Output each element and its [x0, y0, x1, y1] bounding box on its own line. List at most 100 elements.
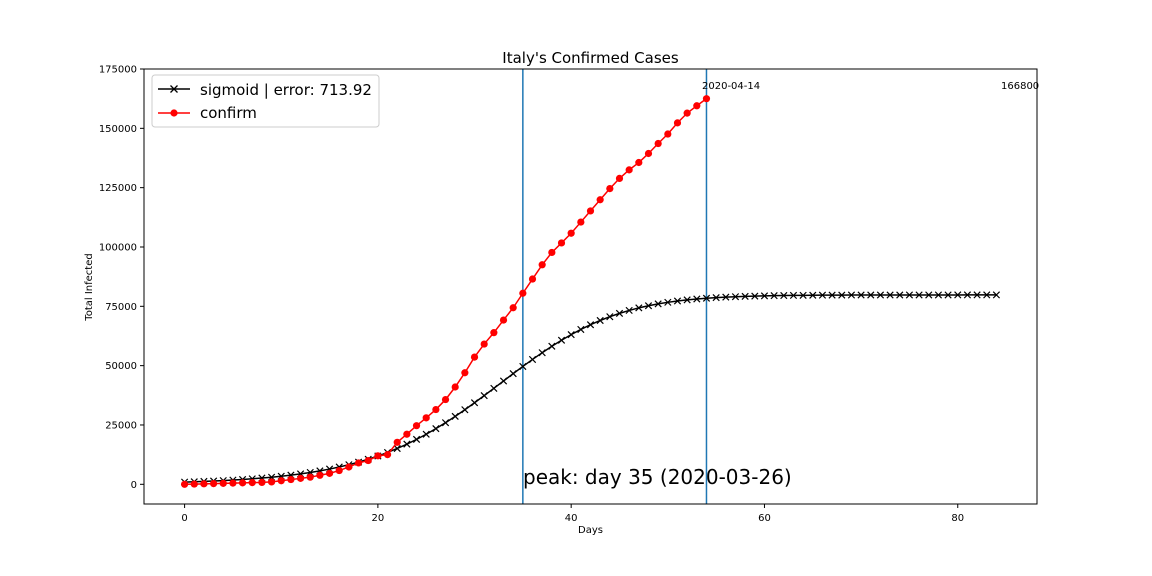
data-point — [693, 295, 701, 303]
data-point — [470, 353, 479, 361]
data-point — [789, 291, 798, 300]
x-tick-label: 80 — [951, 513, 964, 524]
data-point — [412, 422, 421, 430]
data-point — [383, 451, 392, 459]
data-point — [944, 291, 952, 299]
peak-annotation: peak: day 35 (2020-03-26) — [523, 465, 792, 489]
data-point — [615, 174, 624, 183]
data-point — [548, 342, 556, 350]
series-line-confirm — [184, 98, 707, 486]
data-point — [345, 463, 353, 471]
data-point — [461, 406, 469, 414]
data-point — [209, 479, 218, 488]
data-point — [857, 291, 865, 299]
data-point — [760, 292, 769, 300]
data-point — [306, 473, 314, 481]
data-point — [538, 261, 546, 269]
data-point — [577, 325, 585, 334]
last-date-annotation: 2020-04-14 — [702, 81, 760, 92]
data-point — [925, 291, 933, 299]
data-point — [219, 479, 227, 487]
data-point — [557, 239, 566, 247]
legend-box — [151, 74, 380, 128]
data-point — [886, 291, 894, 299]
final-value-annotation: 166800 — [1001, 81, 1039, 92]
data-point — [654, 139, 662, 148]
y-tick-label: 100000 — [99, 242, 137, 253]
data-point — [683, 296, 691, 304]
data-point — [296, 474, 305, 482]
y-tick-label: 75000 — [105, 302, 137, 313]
x-tick-label: 0 — [181, 513, 187, 524]
data-point — [432, 425, 440, 433]
data-point — [393, 444, 401, 453]
data-point — [470, 399, 479, 407]
data-point — [596, 316, 604, 325]
data-point — [374, 452, 382, 460]
data-point — [876, 291, 885, 299]
data-point — [548, 248, 556, 257]
data-point — [354, 459, 363, 467]
data-point — [596, 196, 604, 204]
data-point — [258, 478, 266, 487]
plot-area — [180, 69, 1001, 504]
data-point — [267, 478, 276, 486]
data-point — [287, 475, 295, 484]
data-point — [364, 456, 372, 465]
data-point — [248, 479, 256, 487]
data-point — [441, 419, 450, 427]
data-point — [615, 309, 624, 317]
data-point — [528, 275, 537, 283]
data-point — [635, 304, 643, 312]
data-point — [983, 291, 991, 299]
data-point — [519, 362, 527, 371]
data-point — [963, 291, 972, 299]
data-point — [490, 329, 498, 337]
data-point — [625, 306, 633, 315]
data-point — [702, 95, 711, 103]
data-point — [770, 292, 778, 300]
data-point — [480, 340, 488, 348]
data-point — [973, 291, 981, 299]
data-point — [499, 377, 508, 385]
data-point — [393, 438, 401, 446]
data-point — [606, 185, 614, 193]
data-point — [722, 293, 730, 301]
data-point — [461, 369, 469, 377]
data-point — [847, 291, 856, 299]
data-point — [896, 291, 904, 299]
data-point — [712, 294, 720, 302]
data-point — [403, 440, 411, 448]
data-point — [702, 294, 711, 302]
data-point — [412, 435, 421, 444]
data-point — [635, 158, 643, 167]
y-tick-label: 175000 — [99, 65, 137, 76]
data-point — [190, 480, 198, 488]
data-point — [238, 479, 247, 487]
y-tick-label: 150000 — [99, 124, 137, 135]
data-point — [809, 291, 817, 299]
data-point — [751, 292, 759, 300]
legend-confirm-label: confirm — [200, 104, 257, 122]
data-point — [954, 291, 962, 299]
data-point — [577, 218, 585, 226]
x-tick-label: 40 — [565, 513, 578, 524]
data-point — [780, 291, 788, 300]
data-point — [683, 109, 691, 117]
data-point — [557, 336, 566, 344]
data-point — [625, 166, 633, 174]
data-point — [693, 102, 701, 110]
data-point — [644, 149, 653, 158]
data-point — [499, 316, 508, 324]
data-point — [567, 330, 575, 339]
data-point — [229, 479, 237, 487]
data-point — [586, 321, 595, 329]
data-point — [277, 477, 285, 485]
data-point — [828, 291, 836, 299]
data-point — [451, 412, 459, 420]
x-tick-label: 60 — [758, 513, 771, 524]
data-point — [664, 130, 672, 138]
series-line-sigmoid — [184, 294, 997, 483]
legend: sigmoid | error: 713.92 confirm — [151, 74, 380, 128]
